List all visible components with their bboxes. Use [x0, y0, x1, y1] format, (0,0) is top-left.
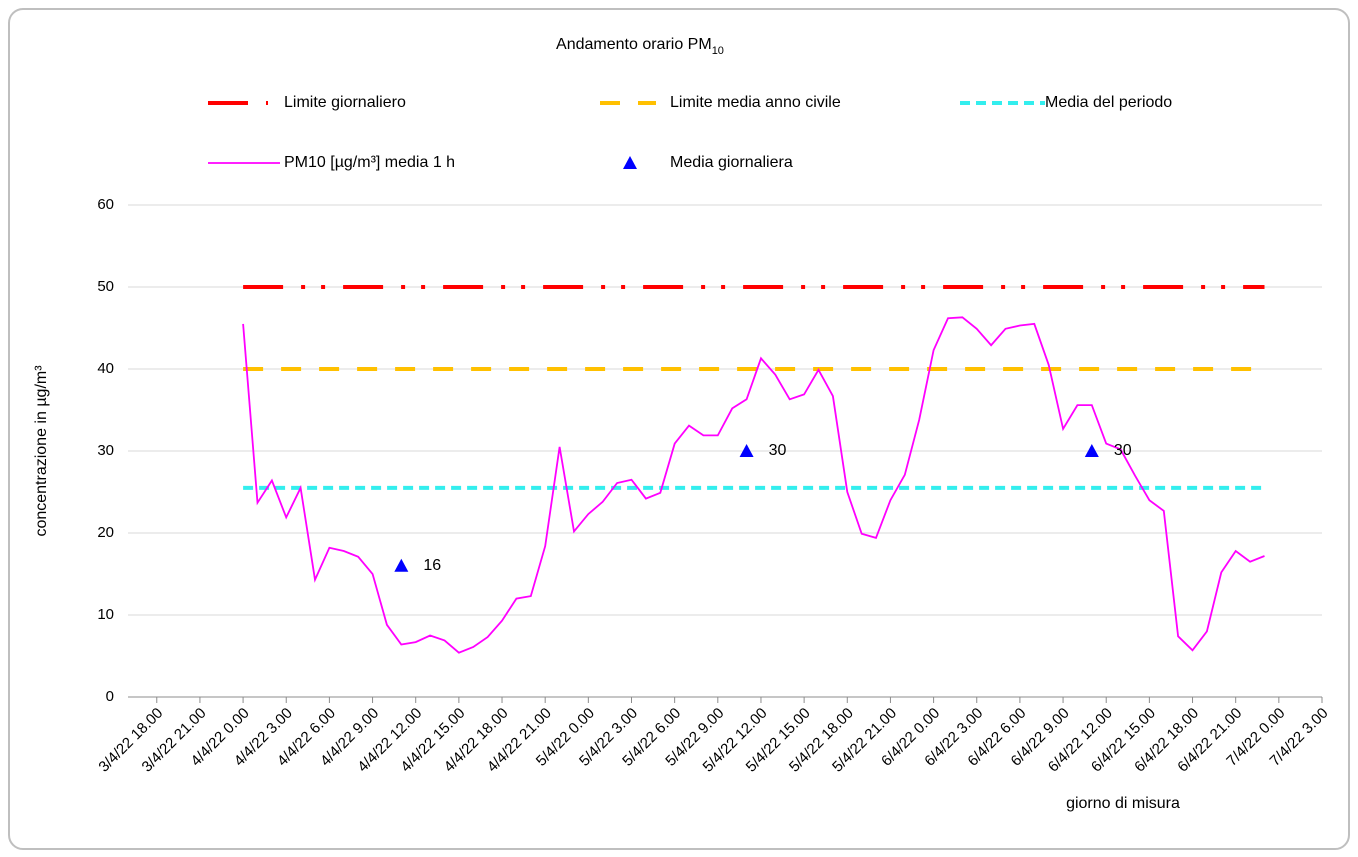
title-subscript: 10	[712, 45, 724, 57]
y-tick-label: 10	[97, 606, 114, 623]
data-label: 30	[769, 442, 787, 459]
daily-mean-marker	[394, 558, 409, 572]
legend-label: Limite media anno civile	[670, 94, 841, 111]
series-line	[242, 316, 1265, 654]
daily-mean-marker	[1084, 444, 1099, 457]
chart-frame	[8, 8, 1350, 850]
chart-title: Andamento orario PM10	[556, 36, 724, 57]
y-tick-label: 60	[97, 196, 114, 213]
data-label: 16	[423, 557, 441, 574]
y-tick-label: 50	[97, 278, 114, 295]
y-axis-label: concentrazione in µg/m³	[33, 365, 50, 537]
y-tick-label: 40	[97, 360, 114, 377]
y-tick-label: 30	[97, 442, 114, 459]
y-tick-label: 0	[106, 688, 114, 705]
y-tick-label: 20	[97, 524, 114, 541]
legend-marker	[623, 156, 637, 169]
data-label: 30	[1114, 442, 1132, 459]
legend-label: Limite giornaliero	[284, 94, 406, 111]
legend-label: PM10 [µg/m³] media 1 h	[284, 154, 455, 171]
legend-label: Media del periodo	[1045, 94, 1172, 111]
title-main: Andamento orario PM	[556, 36, 712, 53]
legend-label: Media giornaliera	[670, 154, 793, 171]
x-axis-label: giorno di misura	[1066, 795, 1180, 812]
daily-mean-marker	[739, 444, 754, 457]
